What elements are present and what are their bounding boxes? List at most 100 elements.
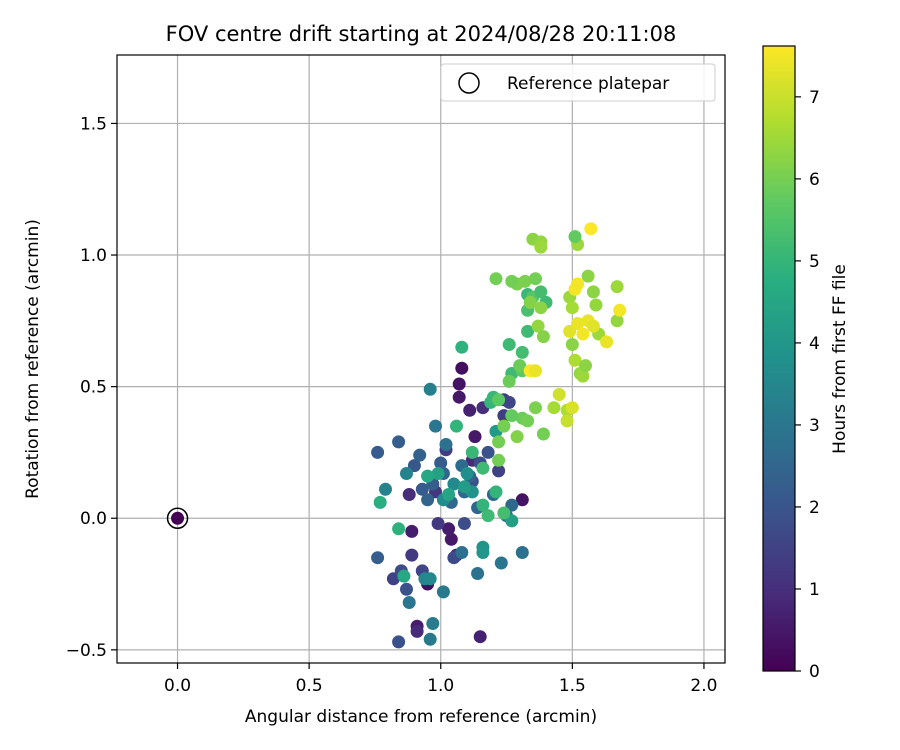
data-point (452, 390, 466, 404)
data-point (563, 324, 577, 338)
data-point (421, 493, 435, 507)
colorbar-tick-label: 3 (809, 416, 820, 436)
grid (117, 55, 725, 663)
data-point (436, 585, 450, 599)
data-point (452, 377, 466, 391)
colorbar-tick-label: 0 (809, 662, 820, 682)
data-point (513, 359, 527, 373)
data-point (529, 364, 542, 378)
data-point (400, 582, 413, 596)
x-tick-label: 1.0 (427, 676, 454, 696)
data-point (397, 569, 411, 583)
data-point (515, 345, 529, 359)
data-point (600, 335, 614, 349)
data-point (476, 498, 490, 512)
data-point (410, 624, 424, 638)
data-point (515, 493, 529, 507)
colorbar-tick-label: 1 (809, 580, 820, 600)
data-point (465, 445, 479, 459)
legend-marker (458, 72, 480, 94)
data-point (536, 330, 550, 344)
data-point (442, 522, 456, 536)
colorbar-label: Hours from first FF file (830, 264, 850, 454)
legend-label: Reference platepar (507, 74, 669, 94)
colorbar-tick-label: 4 (809, 334, 820, 354)
data-point (589, 298, 603, 312)
data-point (471, 567, 485, 580)
data-point (371, 551, 385, 565)
data-point (457, 480, 471, 494)
y-tick-label: 0.0 (80, 509, 107, 529)
data-point (534, 285, 548, 299)
data-point (392, 435, 406, 449)
x-tick-label: 1.5 (559, 676, 586, 696)
data-point (473, 630, 487, 644)
y-tick-label: 1.5 (80, 114, 107, 134)
colorbar (762, 45, 796, 672)
data-point (463, 403, 477, 417)
y-axis-label: Rotation from reference (arcmin) (23, 219, 43, 499)
data-point (505, 498, 519, 512)
data-point (379, 482, 392, 496)
data-point (505, 274, 519, 288)
data-point (536, 427, 550, 441)
data-point (534, 301, 548, 315)
data-point (421, 469, 435, 483)
data-point (413, 448, 427, 462)
data-point (460, 467, 474, 480)
data-point (565, 401, 579, 415)
data-point (455, 361, 469, 375)
data-point (547, 401, 561, 415)
data-point (568, 230, 582, 244)
data-point (610, 280, 624, 294)
data-point (423, 632, 437, 646)
data-point (373, 495, 387, 509)
data-point (560, 414, 574, 428)
data-point (579, 359, 592, 373)
data-point (586, 319, 600, 333)
data-point (442, 488, 456, 501)
data-point (505, 409, 519, 423)
data-point (431, 467, 445, 480)
data-point (521, 324, 535, 338)
data-point (423, 382, 437, 396)
data-point (529, 401, 542, 415)
x-axis-ticks: 0.0 0.5 1.0 1.5 2.0 (164, 663, 717, 696)
y-tick-label: 0.5 (80, 378, 107, 398)
data-point (481, 445, 495, 459)
data-point (476, 546, 490, 559)
data-point (523, 295, 537, 309)
data-point (492, 464, 506, 478)
data-point (431, 517, 445, 530)
data-point (405, 548, 419, 562)
data-point (489, 485, 503, 499)
colorbar-tick-label: 2 (809, 498, 820, 518)
data-point (571, 277, 585, 291)
data-point (457, 517, 471, 530)
data-point (392, 522, 406, 536)
data-point (429, 419, 442, 433)
data-point (613, 303, 627, 317)
y-axis-ticks: −0.5 0.0 0.5 1.0 1.5 (66, 114, 117, 661)
data-point (568, 353, 582, 367)
data-point (392, 635, 406, 649)
data-point (497, 506, 511, 520)
data-point (492, 393, 506, 407)
data-point (497, 419, 511, 433)
x-axis-label: Angular distance from reference (arcmin) (245, 707, 597, 727)
colorbar-tick-label: 6 (809, 170, 820, 190)
data-point (492, 435, 506, 449)
data-point (476, 461, 490, 475)
y-tick-label: 1.0 (80, 246, 107, 266)
legend-box (440, 63, 716, 102)
reference-marker (166, 507, 189, 529)
data-point (447, 477, 461, 491)
data-point (450, 419, 463, 433)
data-point (534, 240, 548, 254)
data-point (576, 327, 590, 341)
data-point (521, 414, 535, 428)
data-point (439, 438, 453, 451)
data-point (444, 532, 458, 546)
x-tick-label: 2.0 (690, 676, 717, 696)
